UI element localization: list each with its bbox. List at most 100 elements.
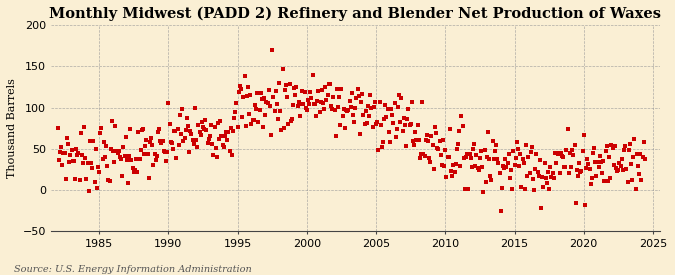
- Point: [115, 157, 126, 161]
- Point: [66, 147, 77, 152]
- Point: [321, 97, 332, 102]
- Point: [167, 147, 178, 152]
- Point: [504, 176, 515, 181]
- Point: [216, 134, 227, 138]
- Point: [296, 102, 306, 106]
- Point: [333, 105, 344, 109]
- Point: [364, 114, 375, 118]
- Point: [547, 170, 558, 175]
- Point: [281, 83, 292, 88]
- Point: [151, 158, 161, 162]
- Point: [426, 134, 437, 138]
- Point: [112, 151, 123, 155]
- Point: [246, 121, 257, 126]
- Point: [256, 97, 267, 101]
- Point: [379, 117, 389, 121]
- Point: [608, 145, 618, 150]
- Y-axis label: Thousand Barrels: Thousand Barrels: [7, 78, 17, 178]
- Point: [308, 102, 319, 106]
- Point: [344, 99, 355, 103]
- Point: [276, 128, 287, 132]
- Point: [68, 158, 79, 163]
- Point: [92, 165, 103, 169]
- Point: [72, 153, 82, 157]
- Point: [435, 153, 446, 157]
- Point: [227, 129, 238, 133]
- Point: [239, 74, 250, 78]
- Point: [458, 156, 469, 161]
- Point: [207, 142, 217, 146]
- Point: [477, 165, 487, 169]
- Point: [523, 155, 534, 159]
- Point: [315, 100, 326, 104]
- Point: [343, 108, 354, 112]
- Point: [222, 138, 233, 143]
- Point: [479, 148, 490, 152]
- Point: [192, 144, 202, 149]
- Point: [600, 149, 611, 154]
- Point: [230, 110, 241, 114]
- Point: [488, 157, 499, 161]
- Point: [234, 90, 244, 95]
- Point: [118, 145, 129, 149]
- Point: [569, 143, 580, 148]
- Point: [63, 142, 74, 146]
- Point: [128, 166, 138, 170]
- Point: [394, 93, 404, 97]
- Point: [270, 89, 281, 93]
- Point: [504, 152, 514, 156]
- Point: [447, 174, 458, 178]
- Point: [333, 95, 344, 99]
- Point: [468, 147, 479, 152]
- Point: [608, 162, 619, 167]
- Point: [178, 139, 189, 143]
- Point: [429, 125, 440, 130]
- Point: [549, 151, 560, 156]
- Point: [484, 157, 495, 161]
- Point: [543, 170, 554, 174]
- Point: [99, 140, 109, 144]
- Point: [381, 115, 392, 119]
- Point: [382, 107, 393, 111]
- Point: [524, 171, 535, 175]
- Point: [294, 100, 304, 104]
- Point: [636, 178, 647, 183]
- Point: [288, 103, 298, 107]
- Point: [369, 100, 380, 104]
- Point: [59, 151, 70, 155]
- Point: [623, 148, 634, 153]
- Point: [117, 174, 128, 178]
- Point: [198, 125, 209, 129]
- Point: [580, 166, 591, 170]
- Point: [356, 100, 367, 104]
- Point: [325, 82, 335, 86]
- Point: [148, 163, 159, 167]
- Point: [171, 156, 182, 160]
- Point: [286, 117, 297, 122]
- Point: [232, 124, 243, 129]
- Point: [572, 174, 583, 178]
- Point: [361, 121, 372, 125]
- Point: [470, 164, 481, 168]
- Point: [312, 98, 323, 103]
- Point: [457, 124, 468, 128]
- Point: [200, 117, 211, 122]
- Point: [206, 123, 217, 127]
- Point: [510, 156, 521, 160]
- Point: [626, 161, 637, 166]
- Point: [122, 158, 132, 162]
- Point: [385, 140, 396, 145]
- Point: [448, 163, 459, 167]
- Point: [601, 144, 612, 148]
- Point: [472, 166, 483, 170]
- Point: [537, 175, 547, 179]
- Point: [155, 139, 166, 144]
- Point: [170, 128, 181, 133]
- Point: [147, 143, 158, 147]
- Point: [138, 127, 148, 131]
- Point: [140, 144, 151, 148]
- Point: [313, 89, 324, 93]
- Point: [502, 161, 513, 165]
- Point: [449, 170, 460, 174]
- Point: [597, 171, 608, 175]
